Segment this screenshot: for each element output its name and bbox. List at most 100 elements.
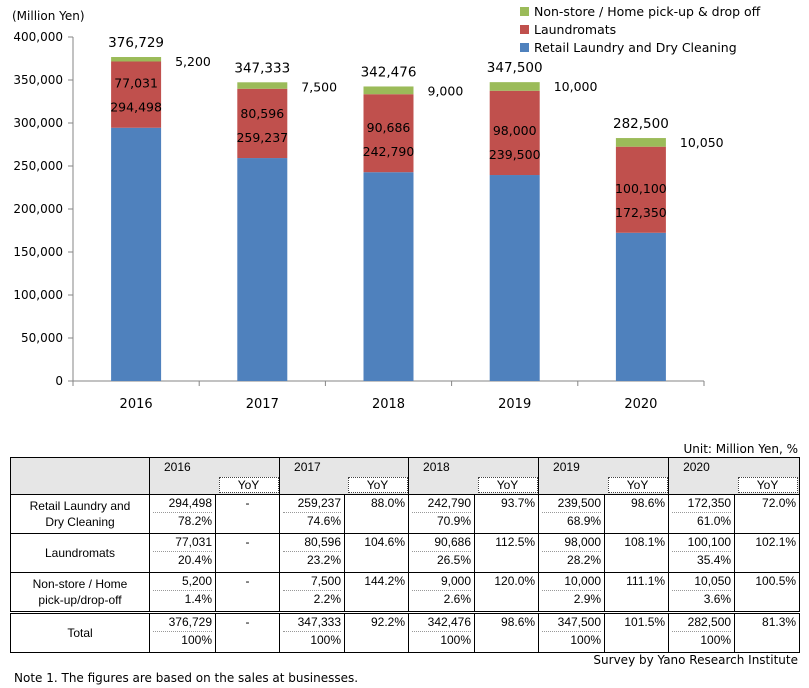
data-label-retail: 259,237 xyxy=(236,130,288,145)
row-label-line: Retail Laundry and xyxy=(29,499,131,513)
x-tick-label: 2018 xyxy=(372,397,405,412)
bar-laundromats-2016 xyxy=(111,61,162,128)
x-tick-label: 2019 xyxy=(498,397,531,412)
data-label-total: 342,476 xyxy=(361,64,417,80)
share: 28.2% xyxy=(567,553,602,567)
value-cell: 10,050 3.6% xyxy=(668,572,736,613)
share: 70.9% xyxy=(437,514,472,528)
yoy-header: YoY xyxy=(474,476,540,495)
table-row: Non-store / Home pick-up/drop-off 5,200 1.4… xyxy=(10,572,801,613)
y-axis-unit-label: (Million Yen) xyxy=(12,9,85,23)
share: 61.0% xyxy=(697,514,732,528)
y-tick-label: 350,000 xyxy=(13,73,63,87)
share: 100% xyxy=(440,633,472,647)
value-cell: 77,031 20.4% xyxy=(149,533,216,573)
share: 23.2% xyxy=(306,553,342,567)
value-cell: 376,729 100% xyxy=(149,611,216,653)
yoy-cell: 144.2% xyxy=(344,572,410,613)
data-label-retail: 294,498 xyxy=(110,100,162,115)
share: 100% xyxy=(700,633,732,647)
share: 2.6% xyxy=(443,592,472,606)
value-cell: 242,790 70.9% xyxy=(408,494,476,534)
table-unit-note: Unit: Million Yen, % xyxy=(683,442,799,456)
yoy-cell: 93.7% xyxy=(474,494,540,534)
share: 1.4% xyxy=(184,592,212,606)
year-header: 2018 xyxy=(408,457,540,476)
table-row: Retail Laundry and Dry Cleaning 294,498 78.… xyxy=(10,494,801,534)
yoy-cell: 102.1% xyxy=(734,533,801,573)
year-header: 2019 xyxy=(538,457,670,476)
data-label-nonstore: 10,050 xyxy=(680,135,724,150)
bar-nonstore-2017 xyxy=(237,82,288,89)
yoy-header-label: YoY xyxy=(737,477,798,493)
header-spacer xyxy=(149,476,216,495)
row-label-line: Laundromats xyxy=(44,546,116,560)
value-cell: 294,498 78.2% xyxy=(149,494,216,534)
legend-swatch xyxy=(520,43,529,52)
header-spacer xyxy=(408,476,475,495)
bar-retail-2018 xyxy=(363,172,414,381)
row-label: Retail Laundry and Dry Cleaning xyxy=(10,494,150,534)
value-cell: 9,000 2.6% xyxy=(408,572,476,613)
value: 347,333 xyxy=(283,614,342,632)
legend-swatch xyxy=(520,25,529,34)
year-header: 2017 xyxy=(279,457,410,476)
bar-nonstore-2018 xyxy=(363,86,414,95)
yoy-header-label: YoY xyxy=(607,477,668,493)
yoy-cell: 72.0% xyxy=(734,494,801,534)
value: 5,200 xyxy=(153,573,212,591)
value-cell: 347,333 100% xyxy=(279,611,346,653)
row-label-line: Total xyxy=(67,626,93,640)
row-label: Non-store / Home pick-up/drop-off xyxy=(10,572,150,613)
year-header: 2020 xyxy=(668,457,801,476)
yoy-cell: 120.0% xyxy=(474,572,540,613)
table-subheader-row: YoY YoY YoY YoY YoY xyxy=(11,476,801,495)
data-label-total: 347,333 xyxy=(234,60,290,76)
footnote: Note 1. The figures are based on the sal… xyxy=(14,671,359,685)
share: 35.4% xyxy=(697,553,732,567)
value: 376,729 xyxy=(153,614,212,632)
value: 9,000 xyxy=(412,573,472,591)
header-spacer xyxy=(538,476,605,495)
y-tick-label: 0 xyxy=(55,374,63,388)
data-label-nonstore: 7,500 xyxy=(301,79,337,94)
yoy-cell: - xyxy=(214,611,281,653)
value: 80,596 xyxy=(283,534,342,552)
x-tick-label: 2017 xyxy=(246,397,279,412)
bar-retail-2016 xyxy=(111,127,162,381)
value: 100,100 xyxy=(672,534,732,552)
value-cell: 282,500 100% xyxy=(668,611,736,653)
value: 7,500 xyxy=(283,573,342,591)
header-spacer xyxy=(668,476,735,495)
value: 259,237 xyxy=(283,495,342,513)
value-cell: 259,237 74.6% xyxy=(279,494,346,534)
header-spacer xyxy=(279,476,345,495)
data-label-total: 376,729 xyxy=(108,35,164,51)
value: 342,476 xyxy=(412,614,472,632)
yoy-cell: 108.1% xyxy=(604,533,670,573)
yoy-cell: 92.2% xyxy=(344,611,410,653)
y-tick-label: 300,000 xyxy=(13,116,63,130)
value: 10,050 xyxy=(672,573,732,591)
yoy-cell: 104.6% xyxy=(344,533,410,573)
y-tick-label: 150,000 xyxy=(13,245,63,259)
bar-laundromats-2017 xyxy=(237,88,288,159)
data-label-laundromats: 90,686 xyxy=(367,120,411,135)
share: 100% xyxy=(310,633,342,647)
share: 26.5% xyxy=(437,553,472,567)
value: 90,686 xyxy=(412,534,472,552)
value-cell: 342,476 100% xyxy=(408,611,476,653)
legend-label: Non-store / Home pick-up & drop off xyxy=(534,4,761,19)
source-credit: Survey by Yano Research Institute xyxy=(593,653,798,667)
share: 3.6% xyxy=(703,592,732,606)
data-label-laundromats: 98,000 xyxy=(493,123,537,138)
y-tick-label: 250,000 xyxy=(13,159,63,173)
data-label-total: 282,500 xyxy=(613,116,669,132)
data-table: 2016 2017 2018 2019 2020 YoY YoY YoY YoY YoY Retai… xyxy=(10,457,801,653)
data-label-nonstore: 5,200 xyxy=(175,54,211,69)
data-label-laundromats: 77,031 xyxy=(114,76,158,91)
bar-laundromats-2019 xyxy=(489,90,540,176)
bar-retail-2019 xyxy=(489,175,540,381)
value-cell: 98,000 28.2% xyxy=(538,533,606,573)
share: 100% xyxy=(570,633,602,647)
